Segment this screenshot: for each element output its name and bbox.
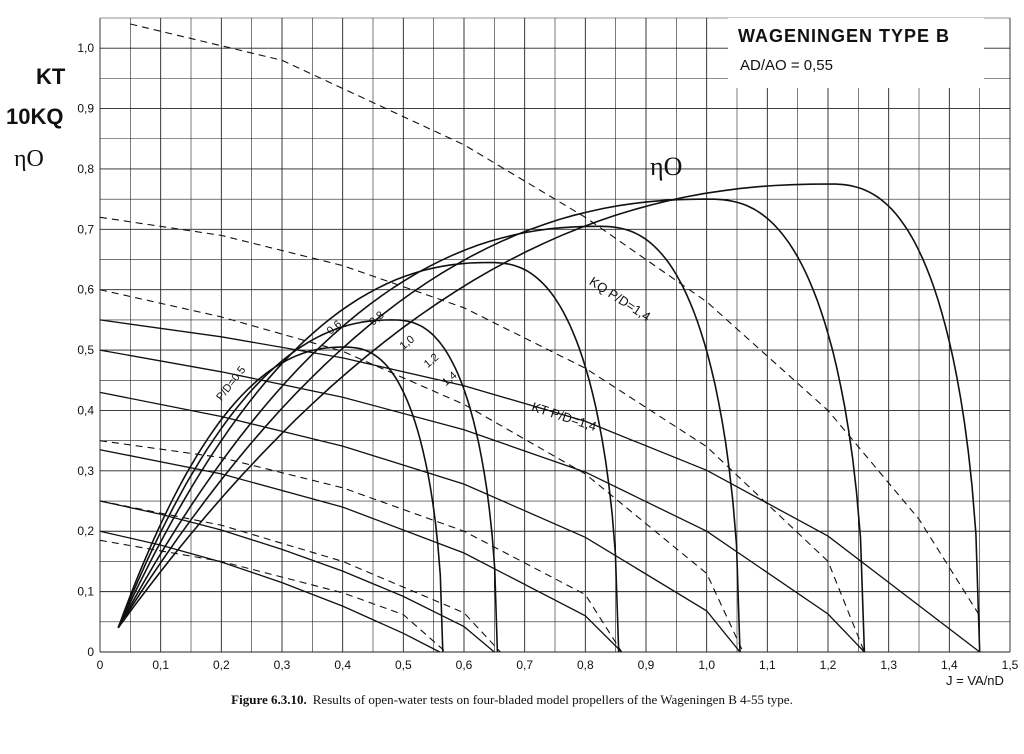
x-tick-label: 0,9 bbox=[638, 658, 655, 672]
eta-pd-label: P/D=0,5 bbox=[214, 364, 248, 403]
eta-pd-label: 1,0 bbox=[398, 333, 417, 352]
y-tick-label: 0,9 bbox=[77, 102, 94, 116]
y-tick-label: 0,5 bbox=[77, 343, 94, 357]
series-etaO-pd-0.6 bbox=[117, 319, 499, 653]
figure-caption: Figure 6.3.10. Results of open-water test… bbox=[0, 692, 1024, 708]
y-tick-label: 0,4 bbox=[77, 403, 94, 417]
series-etaO-pd-0.5 bbox=[117, 346, 444, 653]
eta-pd-label: 1,2 bbox=[422, 351, 441, 370]
x-tick-label: 0 bbox=[97, 658, 104, 672]
tick-labels: 0 0,1 0,2 0,3 0,4 0,5 0,6 0,7 0,8 0,9 1,0 1,1 1,2 1,3… bbox=[77, 41, 1018, 672]
title-box bbox=[728, 18, 984, 88]
y-tick-label: 0,8 bbox=[77, 162, 94, 176]
y-tick-label: 0,2 bbox=[77, 524, 94, 538]
series-10KQ-pd-0.8 bbox=[99, 440, 623, 653]
series-etaO-pd-1 bbox=[117, 225, 741, 653]
ylabel-line-2: 10KQ bbox=[6, 104, 63, 129]
kq-group-label: KQ P/D=1,4 bbox=[587, 274, 654, 325]
series-10KQ-pd-1.2 bbox=[99, 216, 865, 653]
series-10KQ-pd-1 bbox=[99, 289, 744, 653]
x-tick-label: 1,3 bbox=[880, 658, 897, 672]
series-etaO-pd-1.2 bbox=[117, 198, 866, 653]
y-tick-label: 0,7 bbox=[77, 222, 94, 236]
eta-label: ηO bbox=[650, 152, 682, 181]
caption-text: Results of open-water tests on four-blad… bbox=[312, 692, 793, 707]
caption-label: Figure 6.3.10. bbox=[231, 692, 307, 707]
ylabel-line-1: KT bbox=[36, 64, 66, 89]
y-tick-label: 1,0 bbox=[77, 41, 94, 55]
x-tick-label: 0,1 bbox=[152, 658, 169, 672]
series-10KQ-pd-1.4 bbox=[130, 23, 981, 617]
series-10KQ-pd-0.5 bbox=[99, 539, 447, 653]
x-tick-label: 1,4 bbox=[941, 658, 958, 672]
chart-title: WAGENINGEN TYPE B bbox=[738, 26, 950, 46]
y-tick-label: 0,3 bbox=[77, 464, 94, 478]
x-tick-label: 1,0 bbox=[698, 658, 715, 672]
y-tick-label: 0,1 bbox=[77, 585, 94, 599]
series-10KQ-pd-0.6 bbox=[99, 500, 501, 653]
x-tick-label: 0,4 bbox=[334, 658, 351, 672]
x-tick-label: 0,7 bbox=[516, 658, 533, 672]
series-KT-pd-1 bbox=[99, 391, 741, 653]
xlabel: J = VA/nD bbox=[946, 673, 1004, 688]
ylabel-line-3: ηO bbox=[14, 146, 44, 172]
curves bbox=[99, 23, 981, 653]
series-KT-pd-0.5 bbox=[99, 530, 440, 653]
x-tick-label: 1,2 bbox=[820, 658, 837, 672]
y-tick-label: 0 bbox=[87, 645, 94, 659]
x-tick-label: 0,2 bbox=[213, 658, 230, 672]
x-tick-label: 1,5 bbox=[1002, 658, 1019, 672]
x-tick-label: 0,3 bbox=[274, 658, 291, 672]
series-etaO-pd-1.4 bbox=[117, 183, 981, 653]
kt-group-label: KT P/D=1,4 bbox=[530, 399, 599, 434]
series-KT-pd-0.6 bbox=[99, 500, 495, 653]
series-KT-pd-1.2 bbox=[99, 349, 865, 653]
series-etaO-pd-0.8 bbox=[117, 261, 620, 653]
chart-subtitle: AD/AO = 0,55 bbox=[740, 57, 833, 74]
series-KT-pd-1.4 bbox=[99, 319, 981, 653]
grid bbox=[99, 17, 1011, 653]
x-tick-label: 0,6 bbox=[456, 658, 473, 672]
x-tick-label: 0,8 bbox=[577, 658, 594, 672]
x-tick-label: 0,5 bbox=[395, 658, 412, 672]
x-tick-label: 1,1 bbox=[759, 658, 776, 672]
chart: 0 0,1 0,2 0,3 0,4 0,5 0,6 0,7 0,8 0,9 1,0 1,1 1,2 1,3… bbox=[6, 17, 1019, 688]
series-KT-pd-0.8 bbox=[99, 449, 623, 653]
y-tick-label: 0,6 bbox=[77, 283, 94, 297]
